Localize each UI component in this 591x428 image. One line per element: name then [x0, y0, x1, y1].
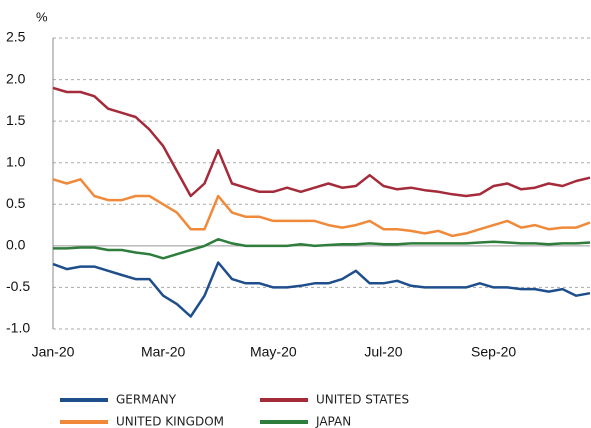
y-tick-label: 2.0 — [6, 70, 26, 86]
x-tick-label: Mar-20 — [141, 344, 186, 360]
y-tick-label: 0.0 — [6, 237, 26, 253]
y-tick-label: 1.5 — [6, 112, 26, 128]
x-tick-label: May-20 — [250, 344, 297, 360]
y-tick-label: 2.5 — [6, 29, 26, 45]
x-tick-label: Sep-20 — [471, 344, 516, 360]
y-tick-label: -1.0 — [6, 320, 30, 336]
legend-label: JAPAN — [315, 415, 351, 428]
y-tick-label: 1.0 — [6, 153, 26, 169]
series-line — [53, 237, 591, 260]
x-tick-label: Jan-20 — [32, 344, 75, 360]
y-tick-label: 0.5 — [6, 195, 26, 211]
y-axis-unit: % — [36, 9, 48, 24]
legend-label: GERMANY — [116, 393, 177, 407]
series-line — [52, 86, 591, 198]
series-line — [52, 178, 591, 238]
legend-label: UNITED STATES — [316, 393, 409, 407]
x-tick-label: Jul-20 — [364, 344, 402, 360]
legend-label: UNITED KINGDOM — [116, 415, 224, 428]
series-line — [52, 261, 591, 318]
y-tick-label: -0.5 — [6, 278, 30, 294]
